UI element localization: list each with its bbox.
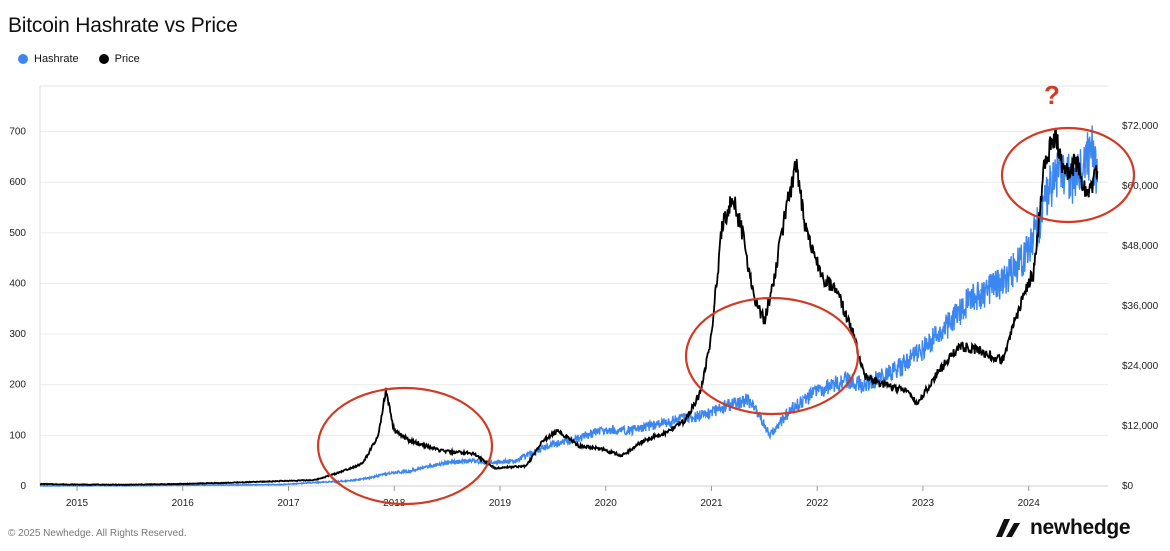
question-mark-annotation: ? — [1044, 80, 1060, 110]
highlight-circle-2018 — [316, 386, 494, 506]
x-tick-label: 2017 — [277, 498, 300, 509]
y-left-tick-label: 500 — [9, 228, 26, 239]
gridlines — [39, 85, 1108, 487]
y-axis-right: $0 $12,000 $24,000 $36,000 $48,000 $60,000 $72… — [1122, 121, 1159, 492]
legend: Hashrate Price — [18, 53, 140, 65]
highlight-circle-2021 — [684, 296, 860, 416]
series-line-price — [39, 127, 1099, 486]
y-right-tick-label: $0 — [1122, 481, 1134, 492]
legend-item-hashrate[interactable]: Hashrate — [18, 53, 79, 65]
legend-dot-hashrate — [18, 54, 28, 64]
x-tick-label: 2020 — [595, 498, 618, 509]
y-right-tick-label: $48,000 — [1122, 241, 1159, 252]
legend-label-price: Price — [114, 53, 140, 65]
x-tick-label: 2023 — [912, 498, 935, 509]
copyright-footer: © 2025 Newhedge. All Rights Reserved. — [8, 528, 187, 539]
y-left-tick-label: 100 — [9, 430, 26, 441]
y-right-tick-label: $60,000 — [1122, 181, 1159, 192]
y-axis-left: 0 100 200 300 400 500 600 700 — [9, 127, 26, 492]
highlight-circles: ? — [316, 80, 1136, 506]
chart-title: Bitcoin Hashrate vs Price — [8, 14, 238, 37]
y-right-tick-label: $12,000 — [1122, 421, 1159, 432]
x-tick-label: 2022 — [806, 498, 829, 509]
series-line-hashrate — [39, 125, 1099, 488]
y-left-tick-label: 0 — [20, 481, 26, 492]
x-tick-label: 2021 — [700, 498, 723, 509]
x-tick-label: 2024 — [1018, 498, 1041, 509]
y-right-tick-label: $24,000 — [1122, 361, 1159, 372]
highlight-circle-2024 — [1000, 126, 1136, 224]
y-left-tick-label: 400 — [9, 278, 26, 289]
newhedge-logo-icon — [996, 519, 1020, 537]
brand-logo[interactable]: newhedge — [996, 516, 1131, 540]
x-axis: 2015 2016 2017 2018 2019 2020 2021 2022 2023 2024 — [66, 486, 1040, 509]
y-left-tick-label: 300 — [9, 329, 26, 340]
x-tick-label: 2019 — [489, 498, 512, 509]
x-tick-label: 2016 — [172, 498, 195, 509]
x-tick-label: 2015 — [66, 498, 89, 509]
y-left-tick-label: 700 — [9, 127, 26, 138]
y-right-tick-label: $36,000 — [1122, 301, 1159, 312]
legend-item-price[interactable]: Price — [98, 53, 140, 65]
y-left-tick-label: 200 — [9, 380, 26, 391]
brand-name: newhedge — [1030, 516, 1131, 539]
legend-label-hashrate: Hashrate — [34, 53, 79, 65]
y-right-tick-label: $72,000 — [1122, 121, 1159, 132]
y-left-tick-label: 600 — [9, 177, 26, 188]
legend-dot-price — [98, 54, 109, 64]
